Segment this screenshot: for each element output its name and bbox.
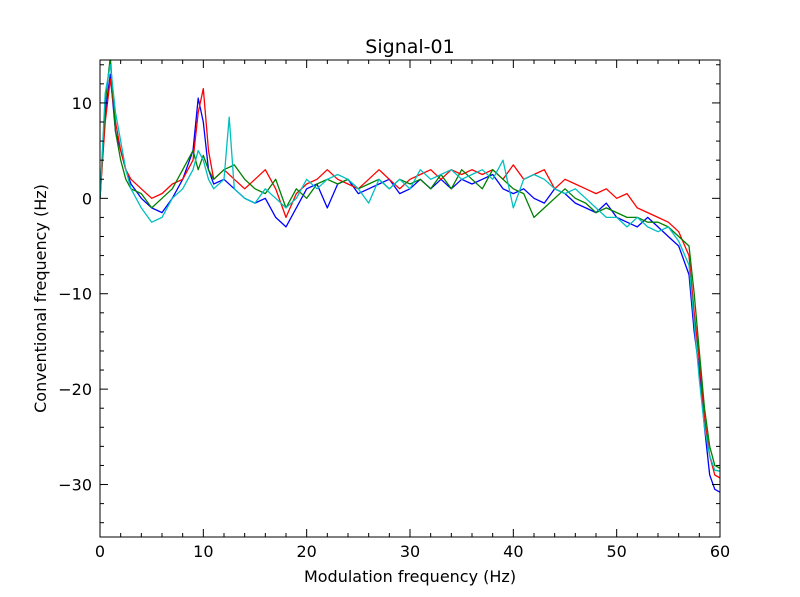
chart-title: Signal-01 [365,36,454,58]
axis-ticks: 0 10 20 30 40 50 60 10 0 −10 −20 −30 [58,60,730,561]
y-tick-label: −20 [58,380,92,399]
x-tick-label: 50 [606,542,626,561]
x-axis-label: Modulation frequency (Hz) [304,567,516,586]
x-tick-label: 40 [503,542,523,561]
series-line-4 [100,64,720,472]
series-line-2 [100,78,720,479]
plot-frame [99,59,721,538]
series-line-3 [100,60,720,469]
y-tick-label: −10 [58,285,92,304]
y-axis-label: Conventional frequency (Hz) [31,184,50,413]
x-tick-label: 60 [710,542,730,561]
y-tick-label: 10 [72,94,92,113]
x-tick-label: 0 [95,542,105,561]
series-line-1 [100,73,720,493]
x-tick-label: 30 [400,542,420,561]
x-tick-label: 10 [193,542,213,561]
x-tick-label: 20 [296,542,316,561]
y-tick-label: −30 [58,476,92,495]
y-tick-label: 0 [82,189,92,208]
